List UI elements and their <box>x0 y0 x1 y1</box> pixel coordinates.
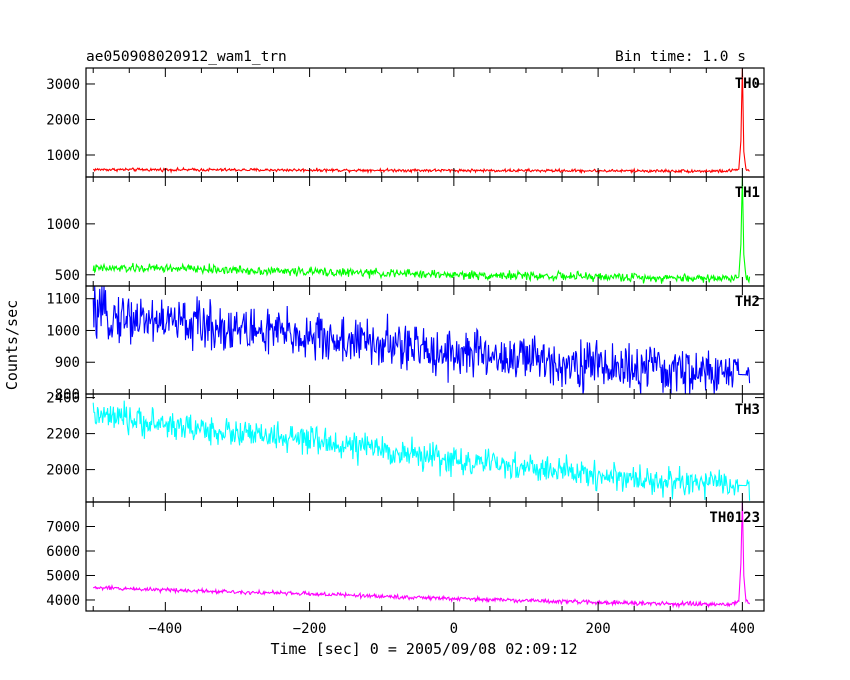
panel-label-th0: TH0 <box>735 76 760 92</box>
x-tick-label: 400 <box>730 621 755 637</box>
y-tick-label-th3: 2400 <box>46 391 80 407</box>
panel-frame-th0 <box>85 67 765 178</box>
y-tick-label-th1: 500 <box>55 268 80 284</box>
panel-frame-th0123 <box>85 501 765 612</box>
y-tick-label-th0123: 6000 <box>46 544 80 560</box>
y-axis-label: Counts/sec <box>3 300 21 390</box>
x-tick-label: −200 <box>293 621 327 637</box>
x-tick-label: 200 <box>585 621 610 637</box>
series-line-th1 <box>92 176 751 284</box>
series-line-th3 <box>92 400 751 501</box>
y-tick-label-th0: 3000 <box>46 77 80 93</box>
y-tick-label-th0123: 5000 <box>46 568 80 584</box>
y-tick-label-th2: 800 <box>55 387 80 403</box>
y-tick-label-th1: 1000 <box>46 217 80 233</box>
panel-label-th3: TH3 <box>735 402 760 418</box>
x-tick-label: 0 <box>450 621 458 637</box>
y-tick-label-th0: 2000 <box>46 112 80 128</box>
y-tick-label-th0123: 4000 <box>46 593 80 609</box>
series-line-th0 <box>92 67 750 175</box>
panel-label-th0123: TH0123 <box>709 510 760 526</box>
y-tick-label-th2: 1000 <box>46 323 80 339</box>
y-tick-label-th2: 1100 <box>46 292 80 308</box>
panel-label-th1: TH1 <box>735 185 760 201</box>
y-tick-label-th2: 900 <box>55 355 80 371</box>
panel-frame-th1 <box>85 176 765 287</box>
y-tick-label-th3: 2000 <box>46 463 80 479</box>
x-axis-label: Time [sec] 0 = 2005/09/08 02:09:12 <box>270 640 577 658</box>
panel-label-th2: TH2 <box>735 294 760 310</box>
y-tick-label-th3: 2200 <box>46 427 80 443</box>
chart-title: ae050908020912_wam1_trn <box>86 49 287 65</box>
y-tick-label-th0: 1000 <box>46 148 80 164</box>
series-line-th0123 <box>92 501 751 609</box>
x-tick-label: −400 <box>148 621 182 637</box>
bin-time-label: Bin time: 1.0 s <box>615 49 746 65</box>
y-tick-label-th0123: 7000 <box>46 519 80 535</box>
series-line-th2 <box>92 285 751 395</box>
